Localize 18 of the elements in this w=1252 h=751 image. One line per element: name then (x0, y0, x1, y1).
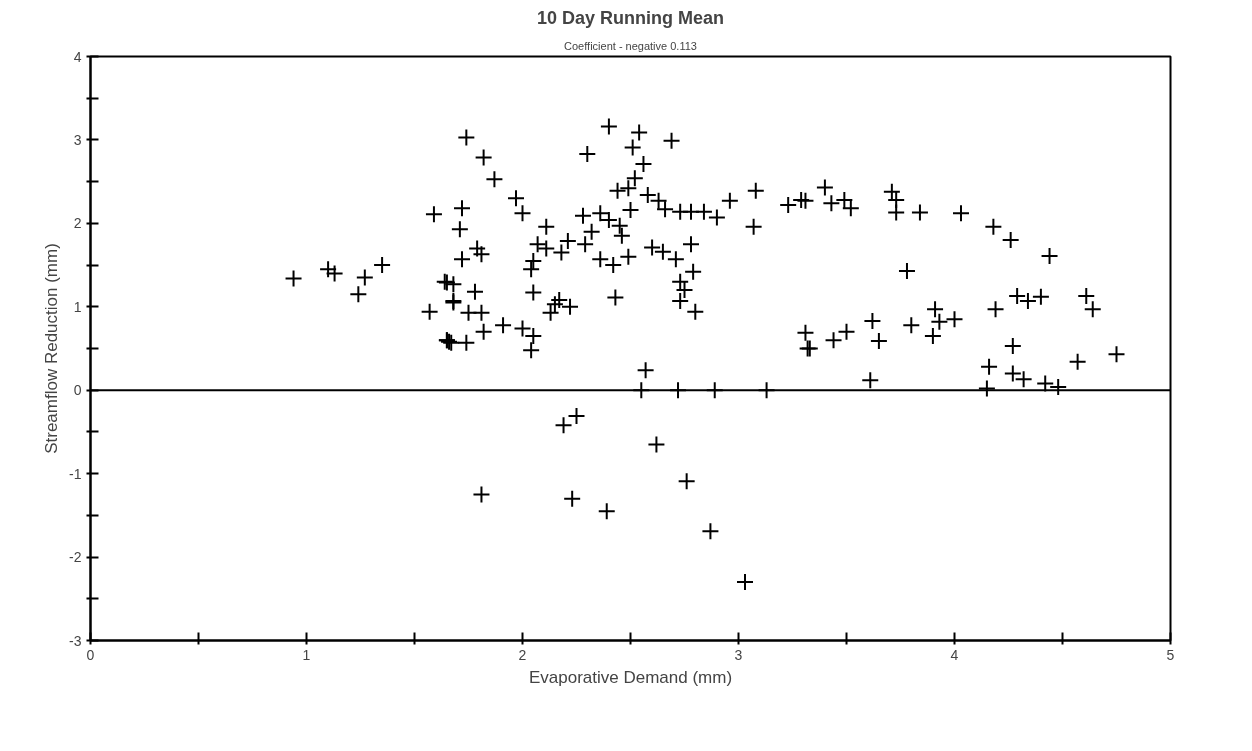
y-tick-label: -3 (69, 632, 82, 649)
y-axis-title: Streamflow Reduction (mm) (42, 243, 62, 454)
x-tick-label: 0 (86, 646, 95, 663)
x-tick-label: 1 (302, 646, 311, 663)
chart-title: 10 Day Running Mean (536, 7, 725, 28)
y-tick-label: -1 (69, 465, 82, 482)
x-axis-title: Evaporative Demand (mm) (528, 667, 733, 687)
y-tick-label: 4 (73, 48, 82, 65)
x-tick-label: 5 (1166, 646, 1175, 663)
y-tick-label: 0 (73, 382, 82, 399)
y-tick-label: 3 (73, 131, 82, 148)
chart-subtitle: Coefficient - negative 0.113 (564, 39, 697, 52)
y-tick-label: 2 (73, 215, 82, 232)
x-tick-label: 2 (518, 646, 527, 663)
y-tick-label: -2 (69, 549, 82, 566)
x-tick-label: 3 (734, 646, 743, 663)
x-tick-label: 4 (950, 646, 959, 663)
y-tick-label: 1 (73, 298, 82, 315)
